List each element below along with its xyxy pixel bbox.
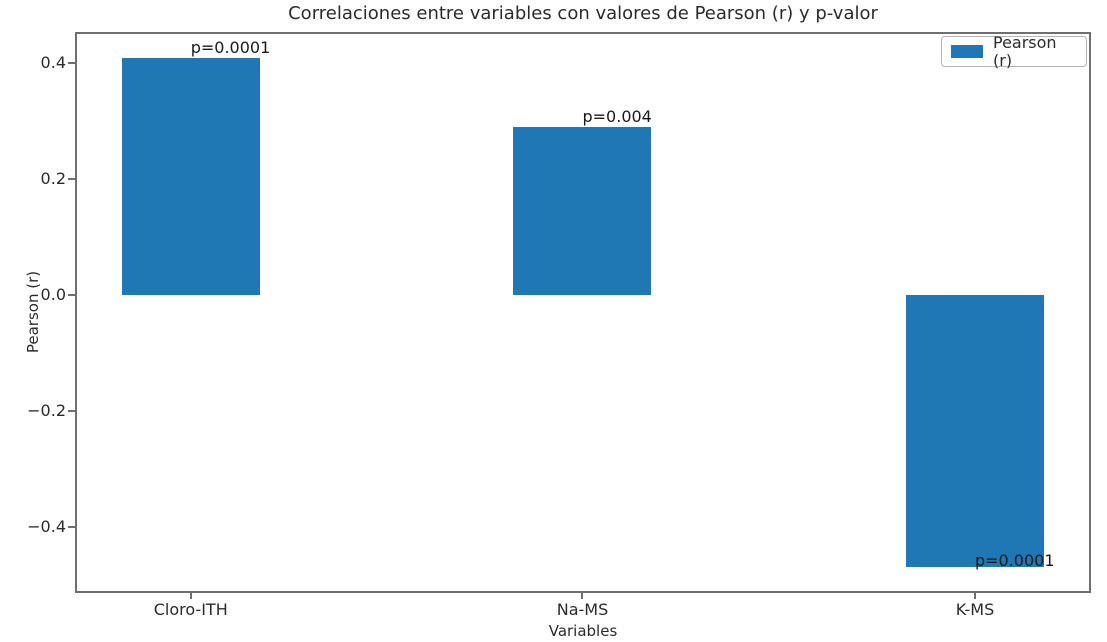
y-tick-mark [68,410,75,413]
y-tick-label: 0.2 [40,169,66,189]
x-tick-label: K-MS [955,600,995,619]
chart-title: Correlaciones entre variables con valore… [288,3,878,24]
p-value-annotation: p=0.004 [582,107,652,127]
y-tick-label: −0.4 [27,516,66,536]
y-tick-label: 0.4 [40,53,66,73]
legend-label: Pearson (r) [993,32,1057,70]
legend: Pearson (r) [941,32,1087,70]
x-tick-mark [581,593,584,599]
y-tick-mark [68,525,75,528]
x-tick-mark [973,593,976,599]
y-axis-label: Pearson (r) [24,270,42,354]
p-value-annotation: p=0.0001 [974,550,1055,570]
bar [905,295,1044,568]
y-tick-mark [68,178,75,181]
y-tick-label: −0.2 [27,401,66,421]
x-tick-label: Cloro-ITH [153,600,228,619]
x-tick-mark [189,593,192,599]
x-tick-label: Na-MS [556,600,609,619]
y-tick-mark [68,62,75,65]
p-value-annotation: p=0.0001 [190,37,271,57]
bar [121,57,260,296]
y-tick-label: 0.0 [40,285,66,305]
bar [513,127,652,296]
x-axis-label: Variables [548,622,618,640]
y-tick-mark [68,294,75,297]
legend-swatch-icon [951,45,983,58]
